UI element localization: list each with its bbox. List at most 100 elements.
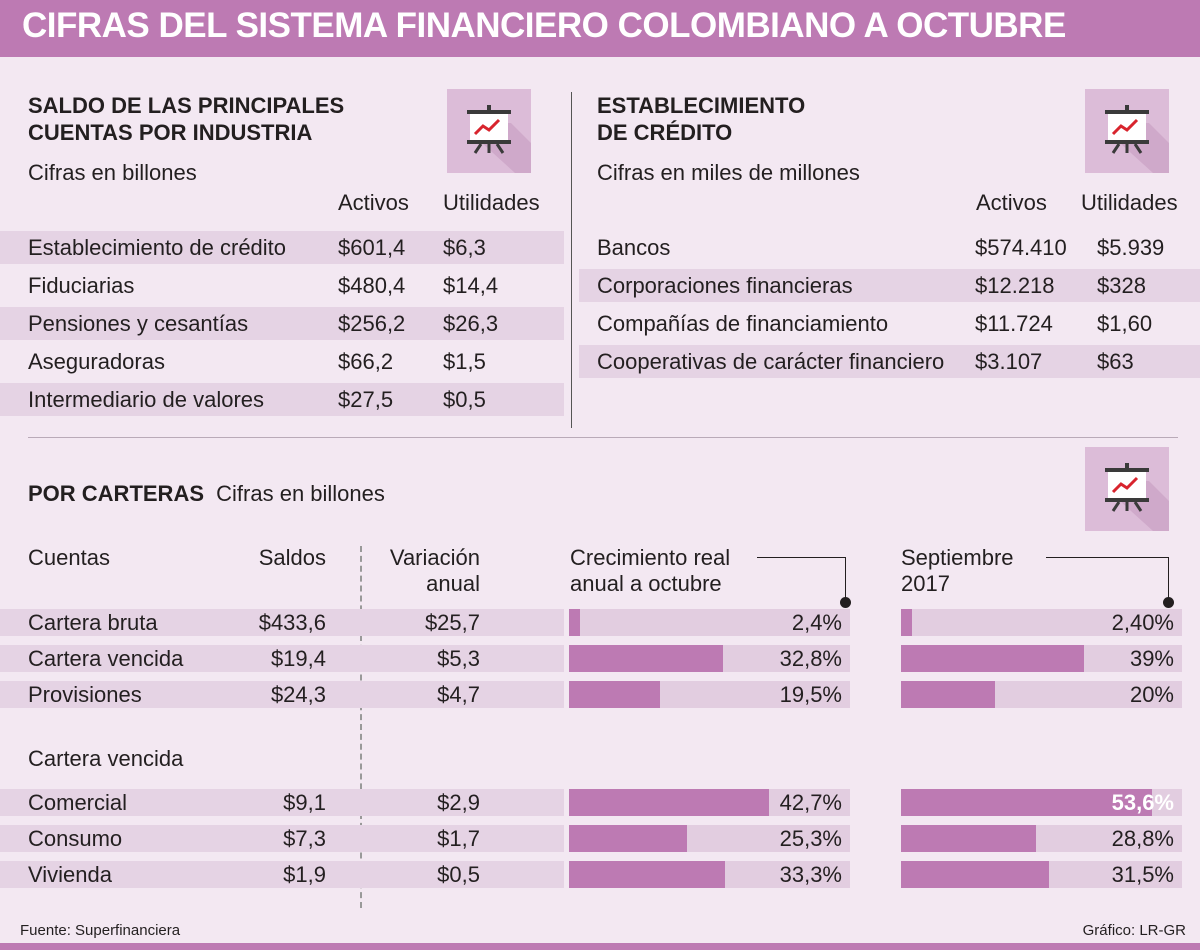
cartera-row-name: Provisiones — [28, 682, 142, 707]
bar-track-septiembre: 31,5% — [901, 861, 1182, 888]
group-label-cartera-vencida: Cartera vencida — [28, 746, 184, 771]
industry-row-name: Aseguradoras — [28, 349, 165, 374]
presentation-chart-icon — [447, 89, 531, 173]
section-divider-horizontal — [28, 437, 1178, 438]
bar — [569, 861, 725, 888]
row-stripe — [0, 231, 564, 264]
credit-row-name: Corporaciones financieras — [597, 273, 853, 298]
industry-row-utilidades: $6,3 — [443, 235, 486, 260]
credit-row-activos: $3.107 — [975, 349, 1043, 374]
cartera-row-name: Cartera bruta — [28, 610, 158, 635]
industry-row-utilidades: $0,5 — [443, 387, 486, 412]
industry-row-activos: $256,2 — [338, 311, 406, 336]
bar-track-septiembre: 28,8% — [901, 825, 1182, 852]
bar — [569, 645, 723, 672]
dashed-divider — [360, 546, 362, 908]
leader-dot — [840, 597, 851, 608]
bar-data-label: 42,7% — [779, 790, 842, 815]
bar-data-label: 31,5% — [1111, 862, 1174, 887]
bar-track-septiembre: 20% — [901, 681, 1182, 708]
row-stripe — [0, 789, 564, 816]
cartera-row-variacion: $4,7 — [437, 682, 480, 707]
row-stripe — [579, 345, 1200, 378]
bar-data-label: 2,40% — [1111, 610, 1174, 635]
industry-row-name: Intermediario de valores — [28, 387, 265, 412]
cartera-row-variacion: $1,7 — [437, 826, 480, 851]
cartera-row-saldo: $19,4 — [270, 646, 326, 671]
industry-title: SALDO DE LAS PRINCIPALES CUENTAS POR IND… — [28, 93, 345, 145]
section-divider — [571, 92, 572, 428]
industry-col-activos: Activos — [338, 190, 409, 215]
bar-data-label: 20% — [1129, 682, 1174, 707]
cartera-row-variacion: $0,5 — [437, 862, 480, 887]
bar-data-label: 25,3% — [779, 826, 842, 851]
industry-row-activos: $601,4 — [338, 235, 406, 260]
industry-subtitle: Cifras en billones — [28, 160, 197, 185]
col-header-crecimiento: Crecimiento real anual a octubre — [570, 545, 731, 596]
bar-track-crecimiento: 33,3% — [569, 861, 850, 888]
bar — [901, 789, 1152, 816]
col-header-variacion: Variación anual — [389, 545, 480, 596]
bar-data-label: 33,3% — [779, 862, 842, 887]
row-stripe — [0, 383, 564, 416]
cartera-row-variacion: $5,3 — [437, 646, 480, 671]
cartera-row-name: Cartera vencida — [28, 646, 184, 671]
col-header-septiembre: Septiembre 2017 — [901, 545, 1014, 596]
bar-data-label: 2,4% — [791, 610, 842, 635]
cartera-row-saldo: $433,6 — [258, 610, 326, 635]
bar-track-crecimiento: 32,8% — [569, 645, 850, 672]
industry-row-name: Establecimiento de crédito — [28, 235, 287, 260]
credit-col-utilidades: Utilidades — [1081, 190, 1178, 215]
bar — [901, 861, 1049, 888]
industry-col-utilidades: Utilidades — [443, 190, 540, 215]
col-header-cuentas: Cuentas — [28, 545, 110, 570]
bar-track-crecimiento: 42,7% — [569, 789, 850, 816]
industry-row-activos: $66,2 — [338, 349, 394, 374]
row-stripe — [0, 645, 564, 672]
cartera-row-saldo: $1,9 — [283, 862, 326, 887]
credit-row-activos: $574.410 — [975, 235, 1067, 260]
bar — [569, 609, 580, 636]
industry-row-activos: $27,5 — [338, 387, 394, 412]
credit-row-utilidades: $328 — [1097, 273, 1146, 298]
credit-row-activos: $12.218 — [975, 273, 1055, 298]
header-banner — [0, 0, 1200, 57]
cartera-row-name: Vivienda — [28, 862, 112, 887]
credit-row-name: Compañías de financiamiento — [597, 311, 889, 336]
bar-track-septiembre: 53,6% — [901, 789, 1182, 816]
credit-row-name: Cooperativas de carácter financiero — [597, 349, 945, 374]
bar-track-septiembre: 39% — [901, 645, 1182, 672]
col-header-saldos: Saldos — [258, 545, 326, 570]
leader-line — [1046, 557, 1169, 600]
leader-line — [757, 557, 846, 600]
cartera-row-saldo: $24,3 — [270, 682, 326, 707]
row-stripe — [0, 681, 564, 708]
bar-track-septiembre: 2,40% — [901, 609, 1182, 636]
row-stripe — [0, 861, 564, 888]
credit-row-utilidades: $5.939 — [1097, 235, 1165, 260]
cartera-row-saldo: $9,1 — [283, 790, 326, 815]
row-stripe — [0, 609, 564, 636]
bar — [569, 825, 687, 852]
bar — [901, 681, 995, 708]
bar — [901, 825, 1036, 852]
bar-data-label: 39% — [1129, 646, 1174, 671]
carteras-heading: POR CARTERAS Cifras en billones — [28, 481, 385, 507]
industry-row-utilidades: $1,5 — [443, 349, 486, 374]
carteras-subtitle: Cifras en billones — [216, 481, 385, 506]
bar-data-label: 53,6% — [1111, 790, 1174, 815]
cartera-row-variacion: $25,7 — [424, 610, 480, 635]
presentation-chart-icon — [1085, 447, 1169, 531]
credit-col-activos: Activos — [976, 190, 1047, 215]
presentation-chart-icon — [1085, 89, 1169, 173]
industry-row-name: Pensiones y cesantías — [28, 311, 249, 336]
cartera-row-name: Comercial — [28, 790, 128, 815]
industry-row-utilidades: $14,4 — [443, 273, 499, 298]
credit-row-name: Bancos — [597, 235, 671, 260]
industry-row-activos: $480,4 — [338, 273, 406, 298]
bar-track-crecimiento: 2,4% — [569, 609, 850, 636]
cartera-row-saldo: $7,3 — [283, 826, 326, 851]
bar-track-crecimiento: 19,5% — [569, 681, 850, 708]
credit-row-utilidades: $63 — [1097, 349, 1134, 374]
page-title: CIFRAS DEL SISTEMA FINANCIERO COLOMBIANO… — [22, 6, 1066, 45]
